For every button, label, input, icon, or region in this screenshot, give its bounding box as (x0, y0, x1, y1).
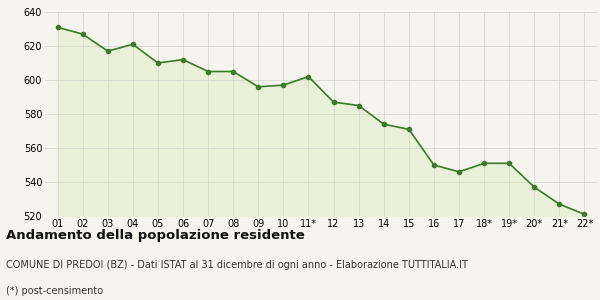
Text: Andamento della popolazione residente: Andamento della popolazione residente (6, 230, 305, 242)
Text: (*) post-censimento: (*) post-censimento (6, 286, 103, 296)
Text: COMUNE DI PREDOI (BZ) - Dati ISTAT al 31 dicembre di ogni anno - Elaborazione TU: COMUNE DI PREDOI (BZ) - Dati ISTAT al 31… (6, 260, 468, 269)
